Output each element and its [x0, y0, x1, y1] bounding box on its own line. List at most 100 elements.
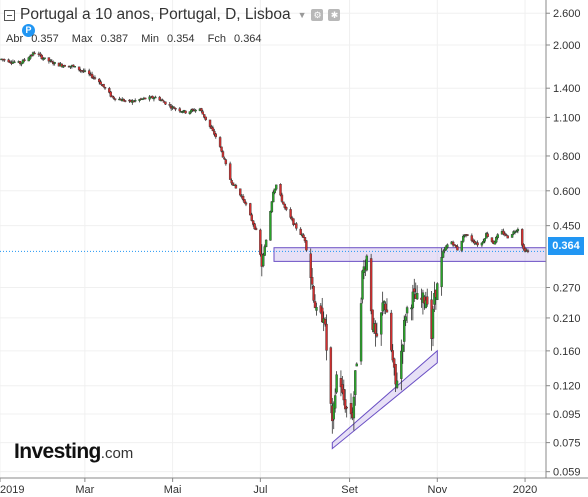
candle-body	[404, 316, 407, 321]
candle-body	[333, 395, 337, 409]
candle-body	[285, 207, 288, 210]
candle-body	[99, 81, 102, 85]
candle-body	[401, 344, 404, 352]
candle-body	[516, 229, 520, 232]
candle-body	[391, 350, 394, 361]
support-trendline	[331, 349, 438, 450]
caret-down-icon[interactable]: ▼	[297, 10, 307, 20]
candle-body	[413, 288, 416, 293]
candle-body	[20, 62, 23, 65]
candle-body	[243, 199, 246, 204]
candle-body	[134, 100, 137, 102]
investing-logo: Investing.com	[14, 440, 134, 463]
candle-body	[259, 229, 262, 255]
candle-body	[40, 54, 43, 59]
candle-body	[29, 55, 32, 59]
candle-body	[203, 114, 206, 118]
candle-body	[289, 209, 292, 218]
candle-body	[208, 119, 212, 127]
last-price-tag: 0.364	[548, 237, 584, 255]
candle-body	[122, 98, 125, 102]
candle-body	[144, 97, 147, 100]
candle-body	[375, 333, 379, 337]
candle-body	[441, 251, 445, 258]
candle-body	[108, 88, 111, 93]
candle-body	[302, 234, 305, 238]
candle-body	[3, 59, 6, 61]
candle-body	[39, 53, 42, 56]
max-value: 0.387	[100, 33, 129, 45]
candle-body	[344, 399, 347, 410]
candle-body	[520, 229, 524, 246]
collapse-icon[interactable]	[4, 9, 15, 21]
y-tick-label: 0.210	[553, 313, 581, 325]
candle-body	[352, 396, 356, 419]
candle-body	[503, 233, 507, 236]
candle-body	[325, 323, 328, 351]
candle-body	[374, 323, 377, 334]
candle-body	[323, 318, 327, 325]
candle-body	[93, 77, 97, 79]
candle-body	[433, 293, 436, 305]
candle-body	[332, 403, 335, 420]
candle-body	[496, 234, 499, 238]
candle-body	[280, 194, 284, 202]
candle-body	[361, 270, 364, 300]
candle-body	[188, 111, 192, 115]
candle-body	[273, 188, 276, 193]
candle-body	[339, 378, 343, 388]
candle-body	[270, 201, 274, 213]
candle-body	[349, 403, 353, 415]
candle-body	[444, 246, 448, 251]
candle-body	[309, 253, 312, 278]
candle-body	[451, 241, 455, 246]
candle-body	[272, 191, 275, 203]
candle-body	[251, 220, 255, 225]
y-tick-label: 0.270	[553, 282, 581, 294]
gear-icon[interactable]: ✱	[328, 9, 341, 21]
candle-body	[482, 240, 485, 244]
candle-body	[214, 133, 217, 138]
candle-body	[231, 182, 235, 186]
x-tick-label: Mai	[164, 484, 182, 496]
candle-body	[505, 234, 508, 236]
candle-body	[113, 98, 117, 100]
candle-body	[194, 109, 197, 112]
candle-body	[138, 99, 141, 101]
candle-body	[141, 98, 144, 101]
y-tick-label: 0.600	[553, 186, 581, 198]
candle-body	[249, 203, 252, 216]
candle-body	[390, 312, 393, 351]
candle-body	[184, 110, 187, 114]
candle-body	[515, 230, 518, 233]
candle-body	[411, 291, 415, 309]
candle-body	[69, 66, 72, 68]
candle-body	[152, 97, 156, 100]
candle-body	[371, 309, 374, 330]
candle-body	[83, 70, 87, 72]
candle-body	[190, 109, 193, 113]
candle-body	[345, 406, 348, 409]
y-tick-label: 1.100	[553, 112, 581, 124]
candle-body	[148, 96, 151, 100]
candle-body	[295, 223, 298, 229]
candle-body	[21, 59, 25, 64]
candle-body	[410, 307, 413, 310]
candle-body	[502, 230, 505, 235]
settings-icon[interactable]: ⚙	[311, 9, 324, 21]
info-badge[interactable]: P	[22, 24, 35, 37]
candle-body	[112, 96, 115, 99]
candle-body	[460, 240, 463, 251]
candle-body	[341, 384, 344, 393]
candle-body	[254, 228, 258, 230]
candle-body	[292, 218, 295, 225]
candles	[0, 51, 530, 434]
candle-body	[98, 78, 101, 83]
candle-body	[522, 244, 525, 250]
candle-body	[483, 238, 486, 242]
candle-body	[241, 195, 245, 201]
candle-body	[30, 54, 33, 57]
candle-body	[174, 108, 177, 110]
candle-body	[102, 83, 105, 87]
